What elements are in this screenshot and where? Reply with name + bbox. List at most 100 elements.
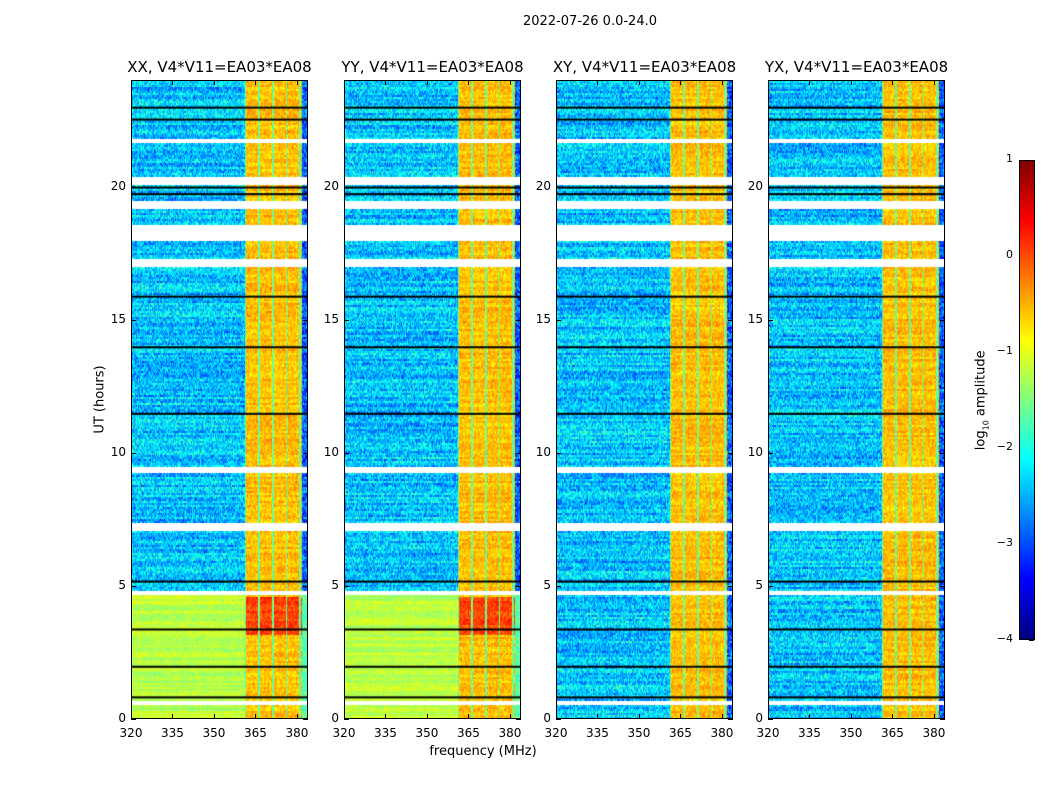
spectrogram-panel bbox=[768, 80, 945, 719]
x-tick-mark bbox=[556, 714, 557, 719]
y-tick-label: 20 bbox=[747, 178, 763, 193]
y-tick-mark bbox=[131, 319, 136, 321]
x-tick-label: 350 bbox=[839, 726, 863, 740]
colorbar bbox=[1019, 160, 1035, 640]
x-tick-mark bbox=[213, 80, 215, 85]
x-tick-mark bbox=[131, 80, 132, 85]
y-tick-mark bbox=[556, 452, 561, 454]
y-axis-label: UT (hours) bbox=[92, 365, 108, 434]
colorbar-tick-label: −2 bbox=[996, 440, 1013, 453]
y-tick-label: 20 bbox=[535, 178, 551, 193]
y-tick-mark bbox=[131, 452, 136, 454]
x-tick-label: 320 bbox=[756, 726, 780, 740]
y-tick-mark bbox=[516, 719, 521, 720]
spectrogram-panel bbox=[131, 80, 308, 719]
y-tick-mark bbox=[556, 319, 561, 321]
y-tick-mark bbox=[344, 186, 349, 188]
y-tick-label: 15 bbox=[323, 311, 339, 326]
y-tick-label: 15 bbox=[535, 311, 551, 326]
x-tick-label: 380 bbox=[710, 726, 734, 740]
colorbar-label-rest: amplitude bbox=[973, 350, 989, 421]
x-tick-mark bbox=[509, 714, 511, 719]
y-tick-label: 5 bbox=[331, 577, 339, 592]
x-tick-mark bbox=[344, 80, 345, 85]
y-tick-label: 10 bbox=[747, 444, 763, 459]
colorbar-tick-label: 1 bbox=[1006, 152, 1013, 165]
x-tick-mark bbox=[296, 80, 298, 85]
x-tick-mark bbox=[385, 80, 387, 85]
y-tick-mark bbox=[768, 186, 773, 188]
x-tick-label: 380 bbox=[922, 726, 946, 740]
x-tick-mark bbox=[172, 714, 174, 719]
y-tick-label: 5 bbox=[118, 577, 126, 592]
x-tick-mark bbox=[344, 714, 345, 719]
panel-title: YX, V4*V11=EA03*EA08 bbox=[764, 58, 949, 76]
x-tick-label: 380 bbox=[498, 726, 522, 740]
y-tick-label: 20 bbox=[323, 178, 339, 193]
spectrogram-panel bbox=[344, 80, 521, 719]
x-tick-mark bbox=[892, 714, 894, 719]
y-tick-mark bbox=[728, 719, 733, 720]
y-tick-mark bbox=[344, 719, 349, 720]
y-tick-label: 0 bbox=[543, 711, 551, 725]
y-tick-mark bbox=[940, 585, 945, 587]
y-tick-mark bbox=[728, 452, 733, 454]
y-tick-mark bbox=[516, 186, 521, 188]
spectrogram-image bbox=[132, 81, 307, 718]
x-tick-mark bbox=[721, 714, 723, 719]
y-tick-mark bbox=[303, 452, 308, 454]
x-tick-label: 380 bbox=[285, 726, 309, 740]
y-tick-label: 5 bbox=[755, 577, 763, 592]
y-tick-mark bbox=[768, 452, 773, 454]
colorbar-tick-label: −1 bbox=[996, 344, 1013, 357]
x-tick-mark bbox=[509, 80, 511, 85]
x-tick-label: 350 bbox=[415, 726, 439, 740]
x-tick-label: 335 bbox=[798, 726, 821, 740]
y-tick-mark bbox=[344, 585, 349, 587]
y-tick-mark bbox=[516, 585, 521, 587]
x-tick-label: 320 bbox=[332, 726, 356, 740]
y-tick-mark bbox=[344, 319, 349, 321]
panel-title: XY, V4*V11=EA03*EA08 bbox=[552, 58, 737, 76]
x-tick-label: 320 bbox=[119, 726, 143, 740]
x-tick-mark bbox=[680, 80, 682, 85]
x-tick-mark bbox=[850, 80, 852, 85]
y-tick-label: 0 bbox=[755, 711, 763, 725]
y-tick-mark bbox=[131, 585, 136, 587]
panel-title: YY, V4*V11=EA03*EA08 bbox=[341, 58, 524, 76]
y-tick-mark bbox=[556, 585, 561, 587]
colorbar-tick-label: −3 bbox=[996, 536, 1013, 549]
x-tick-mark bbox=[597, 80, 599, 85]
panel-title: XX, V4*V11=EA03*EA08 bbox=[127, 58, 312, 76]
y-tick-label: 0 bbox=[118, 711, 126, 725]
colorbar-label-main: log bbox=[973, 430, 989, 451]
x-tick-label: 350 bbox=[202, 726, 226, 740]
colorbar-tick-label: 0 bbox=[1006, 248, 1013, 261]
x-tick-mark bbox=[556, 80, 557, 85]
y-tick-mark bbox=[728, 585, 733, 587]
y-tick-mark bbox=[556, 186, 561, 188]
colorbar-tick-mark bbox=[1029, 640, 1034, 641]
y-tick-mark bbox=[728, 186, 733, 188]
x-tick-mark bbox=[768, 714, 769, 719]
x-tick-mark bbox=[468, 714, 470, 719]
x-tick-mark bbox=[850, 714, 852, 719]
x-tick-mark bbox=[768, 80, 769, 85]
y-tick-label: 20 bbox=[110, 178, 126, 193]
figure-title: 2022-07-26 0.0-24.0 bbox=[523, 14, 657, 29]
x-tick-label: 335 bbox=[161, 726, 184, 740]
y-tick-label: 10 bbox=[323, 444, 339, 459]
y-tick-mark bbox=[516, 452, 521, 454]
x-tick-mark bbox=[296, 714, 298, 719]
colorbar-label-sub: 10 bbox=[981, 420, 991, 431]
y-tick-mark bbox=[768, 585, 773, 587]
x-tick-mark bbox=[131, 714, 132, 719]
y-tick-mark bbox=[940, 719, 945, 720]
spectrogram-image bbox=[345, 81, 520, 718]
x-tick-label: 365 bbox=[669, 726, 692, 740]
x-tick-label: 365 bbox=[457, 726, 480, 740]
y-tick-mark bbox=[516, 319, 521, 321]
y-tick-mark bbox=[303, 319, 308, 321]
y-tick-mark bbox=[303, 186, 308, 188]
x-tick-mark bbox=[933, 714, 935, 719]
